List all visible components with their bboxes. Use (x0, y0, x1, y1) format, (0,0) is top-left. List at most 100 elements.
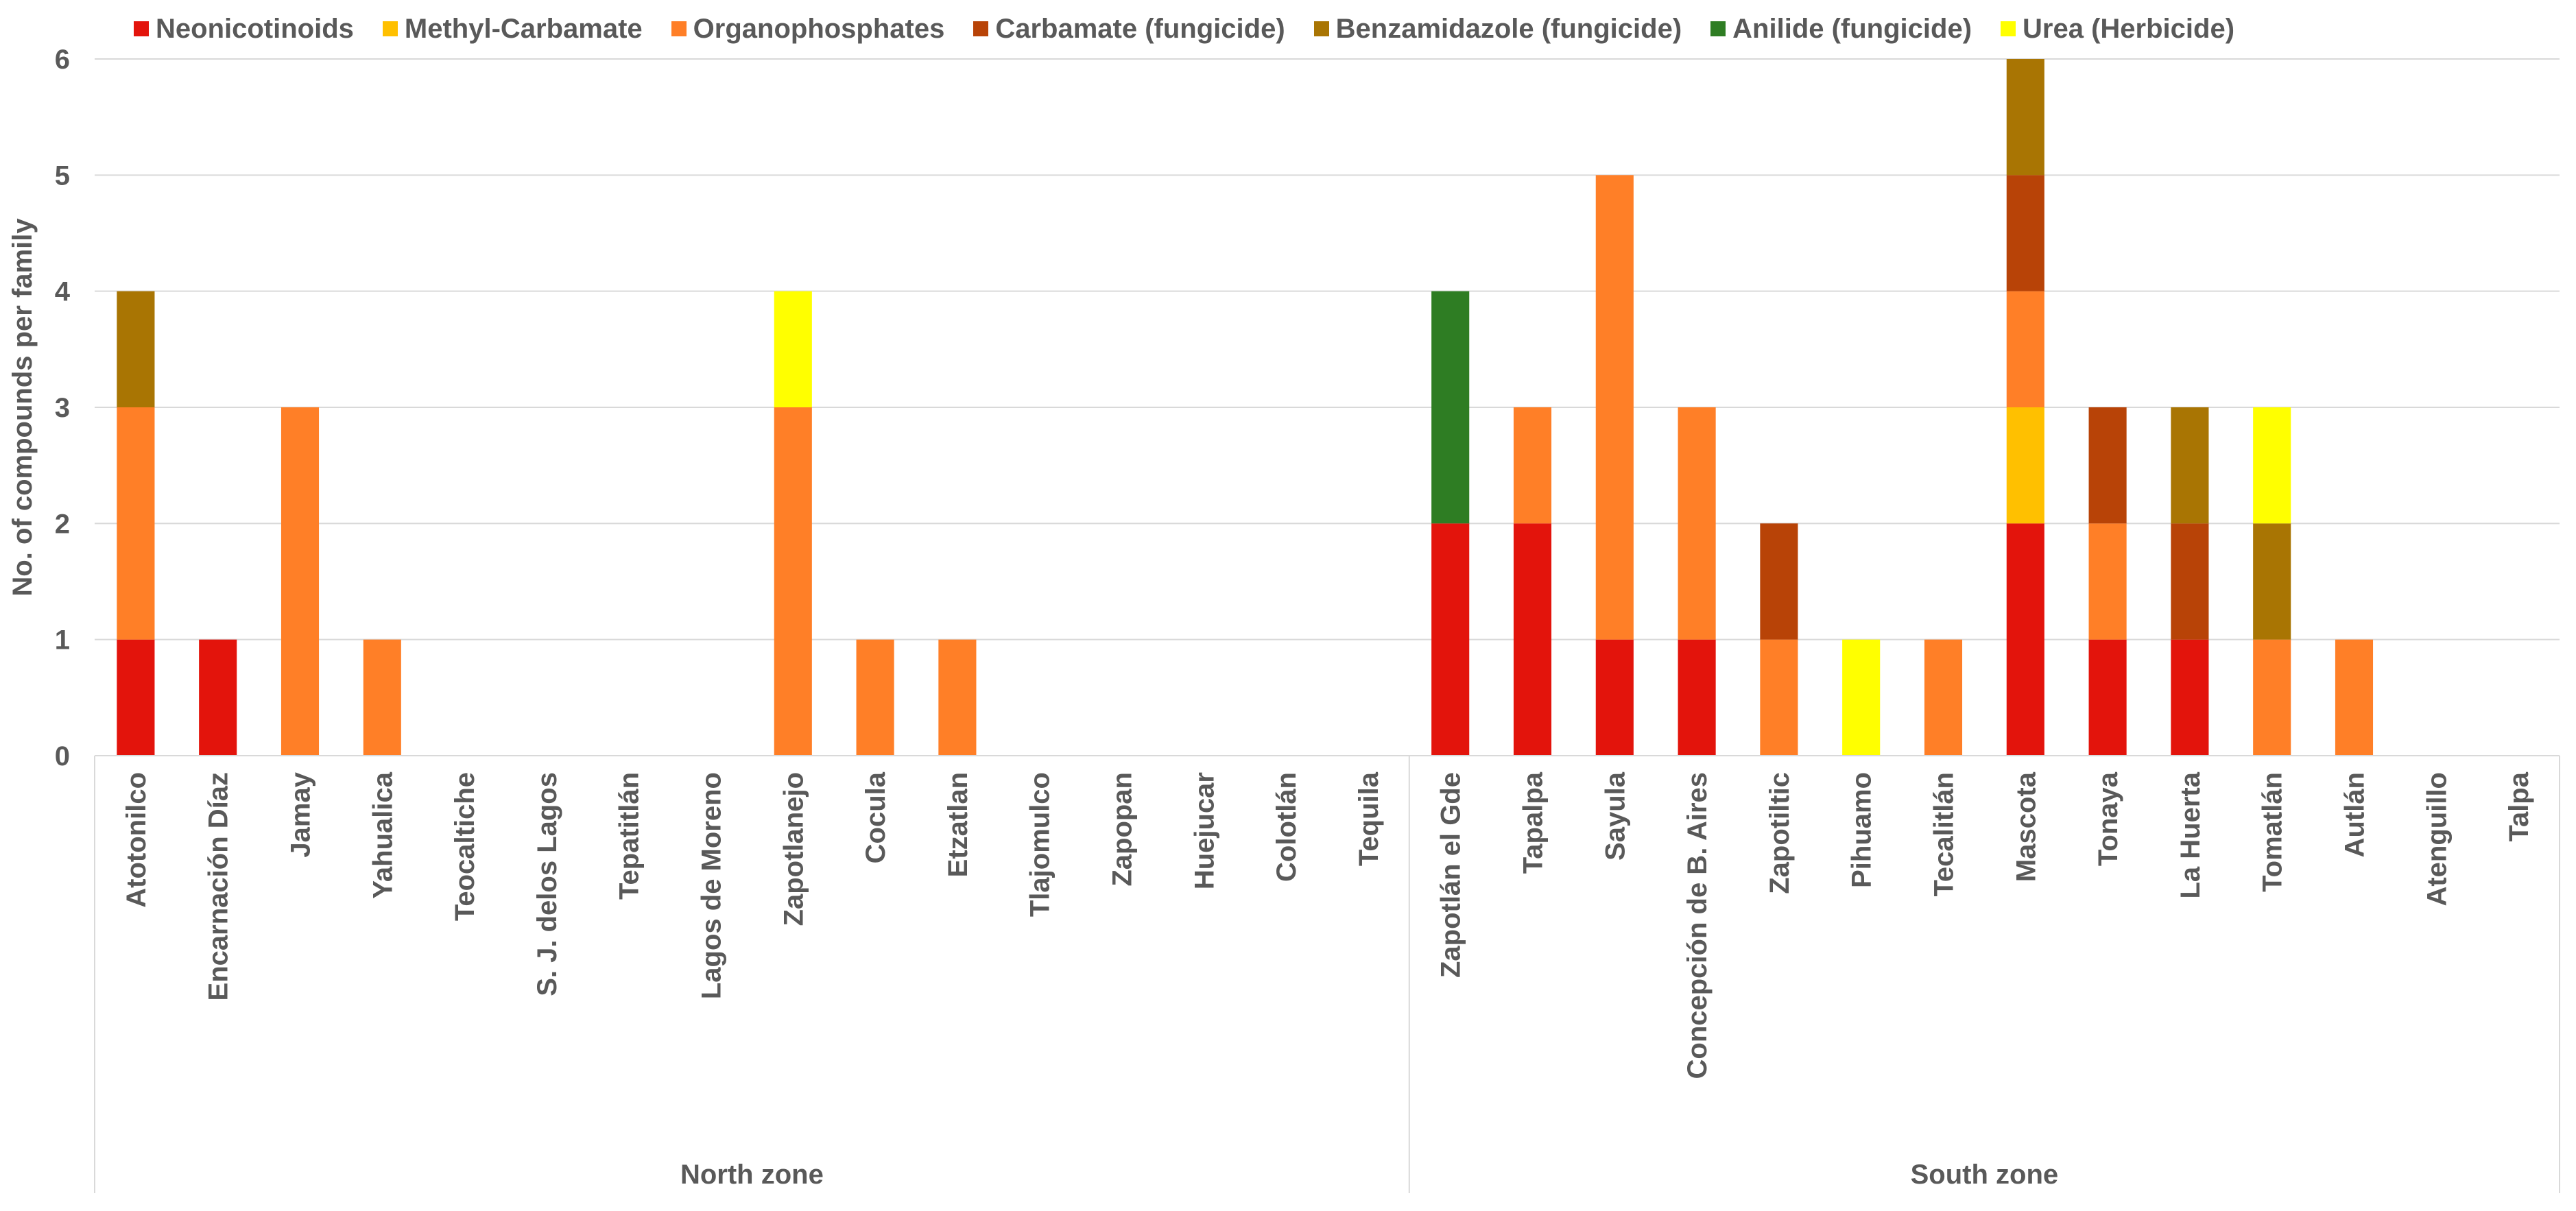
x-tick-label-la-huerta: La Huerta (2175, 771, 2206, 898)
legend-swatch (2001, 21, 2016, 36)
legend-label: Carbamate (fungicide) (995, 13, 1285, 44)
x-tick-label-colotlan: Colotlán (1272, 772, 1302, 882)
x-tick-label-tomatlan: Tomatlán (2258, 772, 2288, 892)
x-tick-label-zapopan: Zapopan (1108, 772, 1138, 887)
x-tick-label-atotonilco: Atotonilco (121, 772, 152, 908)
bar-segment-mascota-neonicotinoids (2006, 523, 2044, 756)
x-tick-label-tepatitlan: Tepatitlán (615, 772, 645, 900)
bar-segment-la-huerta-neonicotinoids (2171, 639, 2209, 756)
x-tick-label-tapalpa: Tapalpa (1518, 771, 1549, 874)
x-tick-label-tlajomulco: Tlajomulco (1025, 772, 1056, 917)
bar-segment-tomatlan-urea-herbicide (2253, 407, 2291, 524)
legend-label: Benzamidazole (fungicide) (1335, 13, 1682, 44)
y-tick-label: 4 (55, 277, 71, 307)
bar-segment-concepcion-de-b-aires-neonicotinoids (1678, 639, 1716, 756)
legend-item-carbamate-fungicide: Carbamate (fungicide) (973, 14, 1285, 45)
bar-segment-mascota-carbamate-fungicide (2006, 175, 2044, 291)
legend-label: Neonicotinoids (156, 13, 354, 44)
x-tick-label-tecalitlan: Tecalitlán (1929, 772, 1959, 897)
legend-swatch (973, 21, 989, 36)
x-tick-label-talpa: Talpa (2504, 771, 2534, 841)
x-tick-label-concepcion-de-b-aires: Concepción de B. Aires (1682, 772, 1713, 1079)
bar-segment-tomatlan-organophosphates (2253, 639, 2291, 756)
bar-segment-pihuamo-urea-herbicide (1842, 639, 1881, 756)
group-label-north-zone: North zone (680, 1160, 824, 1190)
legend-label: Organophosphates (693, 13, 945, 44)
bar-segment-atotonilco-neonicotinoids (117, 639, 155, 756)
legend-item-benzamidazole-fungicide: Benzamidazole (fungicide) (1313, 13, 1682, 45)
x-tick-label-encarnacion-diaz: Encarnación Díaz (204, 772, 234, 1000)
x-tick-label-atenguillo: Atenguillo (2422, 772, 2452, 907)
bar-segment-encarnacion-diaz-neonicotinoids (199, 639, 237, 756)
legend-swatch (134, 21, 149, 36)
bar-segment-cocula-organophosphates (856, 639, 894, 756)
y-axis-title: No. of compounds per family (8, 218, 38, 597)
bar-segment-mascota-benzamidazole-fungicide (2006, 59, 2044, 176)
group-label-south-zone: South zone (1911, 1160, 2059, 1190)
legend-label: Anilide (fungicide) (1732, 13, 1972, 44)
bar-segment-mascota-organophosphates (2006, 291, 2044, 407)
x-tick-label-pihuamo: Pihuamo (1847, 772, 1877, 888)
bar-segment-tonaya-carbamate-fungicide (2088, 407, 2127, 524)
bar-segment-tecalitlan-organophosphates (1924, 639, 1963, 756)
bar-segment-atotonilco-organophosphates (117, 407, 155, 640)
bar-segment-zapotlanejo-urea-herbicide (774, 291, 812, 407)
bar-segment-tapalpa-neonicotinoids (1513, 523, 1552, 756)
x-tick-label-zapotiltic: Zapotiltic (1765, 772, 1795, 894)
x-tick-label-tonaya: Tonaya (2093, 771, 2123, 866)
y-tick-label: 3 (55, 393, 70, 423)
x-tick-label-teocaltiche: Teocaltiche (450, 772, 480, 921)
y-tick-label: 0 (55, 741, 70, 771)
bar-segment-zapotlan-el-gde-anilide-fungicide (1431, 291, 1470, 524)
x-tick-label-huejucar: Huejucar (1189, 772, 1219, 889)
x-tick-label-yahualica: Yahualica (368, 771, 398, 898)
legend-item-anilide-fungicide: Anilide (fungicide) (1710, 14, 1972, 45)
bar-segment-la-huerta-carbamate-fungicide (2171, 523, 2209, 640)
x-tick-label-zapotlan-el-gde: Zapotlán el Gde (1436, 772, 1466, 978)
bar-segment-zapotlanejo-organophosphates (774, 407, 812, 756)
legend-swatch (1313, 21, 1329, 36)
x-tick-label-s-j-delos-lagos: S. J. delos Lagos (532, 772, 562, 996)
y-tick-label: 1 (55, 625, 70, 656)
bar-segment-jamay-organophosphates (281, 407, 320, 756)
bar-segment-tapalpa-organophosphates (1513, 407, 1552, 524)
x-tick-label-etzatlan: Etzatlan (943, 772, 973, 877)
bar-segment-autlan-organophosphates (2335, 639, 2374, 756)
y-tick-label: 5 (55, 160, 70, 191)
bar-segment-atotonilco-benzamidazole-fungicide (117, 291, 155, 407)
x-tick-label-mascota: Mascota (2011, 771, 2041, 882)
legend-item-urea-herbicide: Urea (Herbicide) (2001, 14, 2234, 45)
bar-segment-zapotlan-el-gde-neonicotinoids (1431, 523, 1470, 756)
bar-segment-zapotiltic-carbamate-fungicide (1760, 523, 1798, 640)
bar-segment-concepcion-de-b-aires-organophosphates (1678, 407, 1716, 640)
x-tick-label-tequila: Tequila (1354, 771, 1384, 866)
y-tick-label: 6 (55, 45, 70, 75)
bar-segment-tomatlan-benzamidazole-fungicide (2253, 523, 2291, 640)
legend-swatch (671, 21, 687, 36)
legend: Neonicotinoids Methyl-Carbamate Organophos… (134, 8, 2534, 49)
bar-segment-mascota-methyl-carbamate (2006, 407, 2044, 524)
x-tick-label-lagos-de-moreno: Lagos de Moreno (697, 772, 727, 999)
x-tick-label-zapotlanejo: Zapotlanejo (778, 772, 809, 926)
legend-item-methyl-carbamate: Methyl-Carbamate (382, 13, 643, 45)
bar-segment-sayula-organophosphates (1595, 175, 1634, 640)
legend-swatch (1710, 21, 1726, 36)
bar-segment-yahualica-organophosphates (363, 639, 401, 756)
bar-segment-sayula-neonicotinoids (1595, 639, 1634, 756)
legend-swatch (382, 21, 398, 36)
x-tick-label-cocula: Cocula (861, 771, 891, 863)
bar-segment-zapotiltic-organophosphates (1760, 639, 1798, 756)
legend-label: Methyl-Carbamate (404, 13, 643, 44)
y-tick-label: 2 (55, 509, 70, 539)
x-tick-label-autlan: Autlán (2340, 772, 2370, 857)
bar-segment-la-huerta-benzamidazole-fungicide (2171, 407, 2209, 524)
legend-item-neonicotinoids: Neonicotinoids (134, 14, 354, 45)
x-tick-label-sayula: Sayula (1600, 771, 1630, 861)
bar-segment-tonaya-neonicotinoids (2088, 639, 2127, 756)
legend-item-organophosphates: Organophosphates (671, 13, 945, 45)
bar-segment-tonaya-organophosphates (2088, 523, 2127, 640)
legend-label: Urea (Herbicide) (2023, 13, 2235, 44)
x-tick-label-jamay: Jamay (286, 771, 316, 857)
